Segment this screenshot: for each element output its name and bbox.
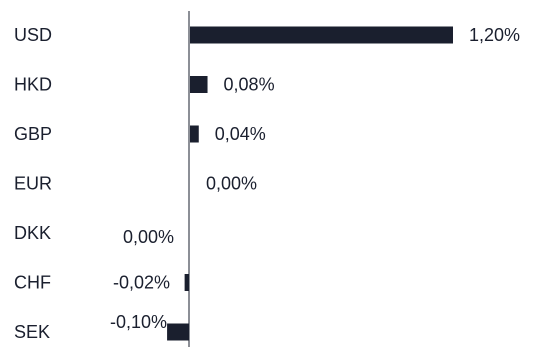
value-label-dkk: 0,00%: [123, 227, 174, 247]
category-label-dkk: DKK: [14, 223, 51, 243]
value-label-hkd: 0,08%: [224, 75, 275, 95]
category-label-sek: SEK: [14, 322, 50, 342]
bars-layer: [167, 26, 453, 341]
category-label-chf: CHF: [14, 273, 51, 293]
value-label-chf: -0,02%: [113, 273, 170, 293]
category-label-usd: USD: [14, 25, 52, 45]
bar-usd: [190, 26, 453, 44]
bar-hkd: [190, 76, 208, 93]
bar-gbp: [190, 125, 199, 143]
value-label-usd: 1,20%: [469, 25, 520, 45]
bar-chf: [184, 274, 189, 291]
value-label-gbp: 0,04%: [215, 124, 266, 144]
labels-layer: USD 1,20% HKD 0,08% GBP 0,04% EUR 0,00% DKK 0,00%…: [14, 25, 520, 342]
value-label-sek: -0,10%: [110, 312, 167, 332]
category-label-gbp: GBP: [14, 124, 52, 144]
category-label-hkd: HKD: [14, 75, 52, 95]
value-label-eur: 0,00%: [206, 174, 257, 194]
category-label-eur: EUR: [14, 174, 52, 194]
bar-sek: [167, 323, 189, 341]
